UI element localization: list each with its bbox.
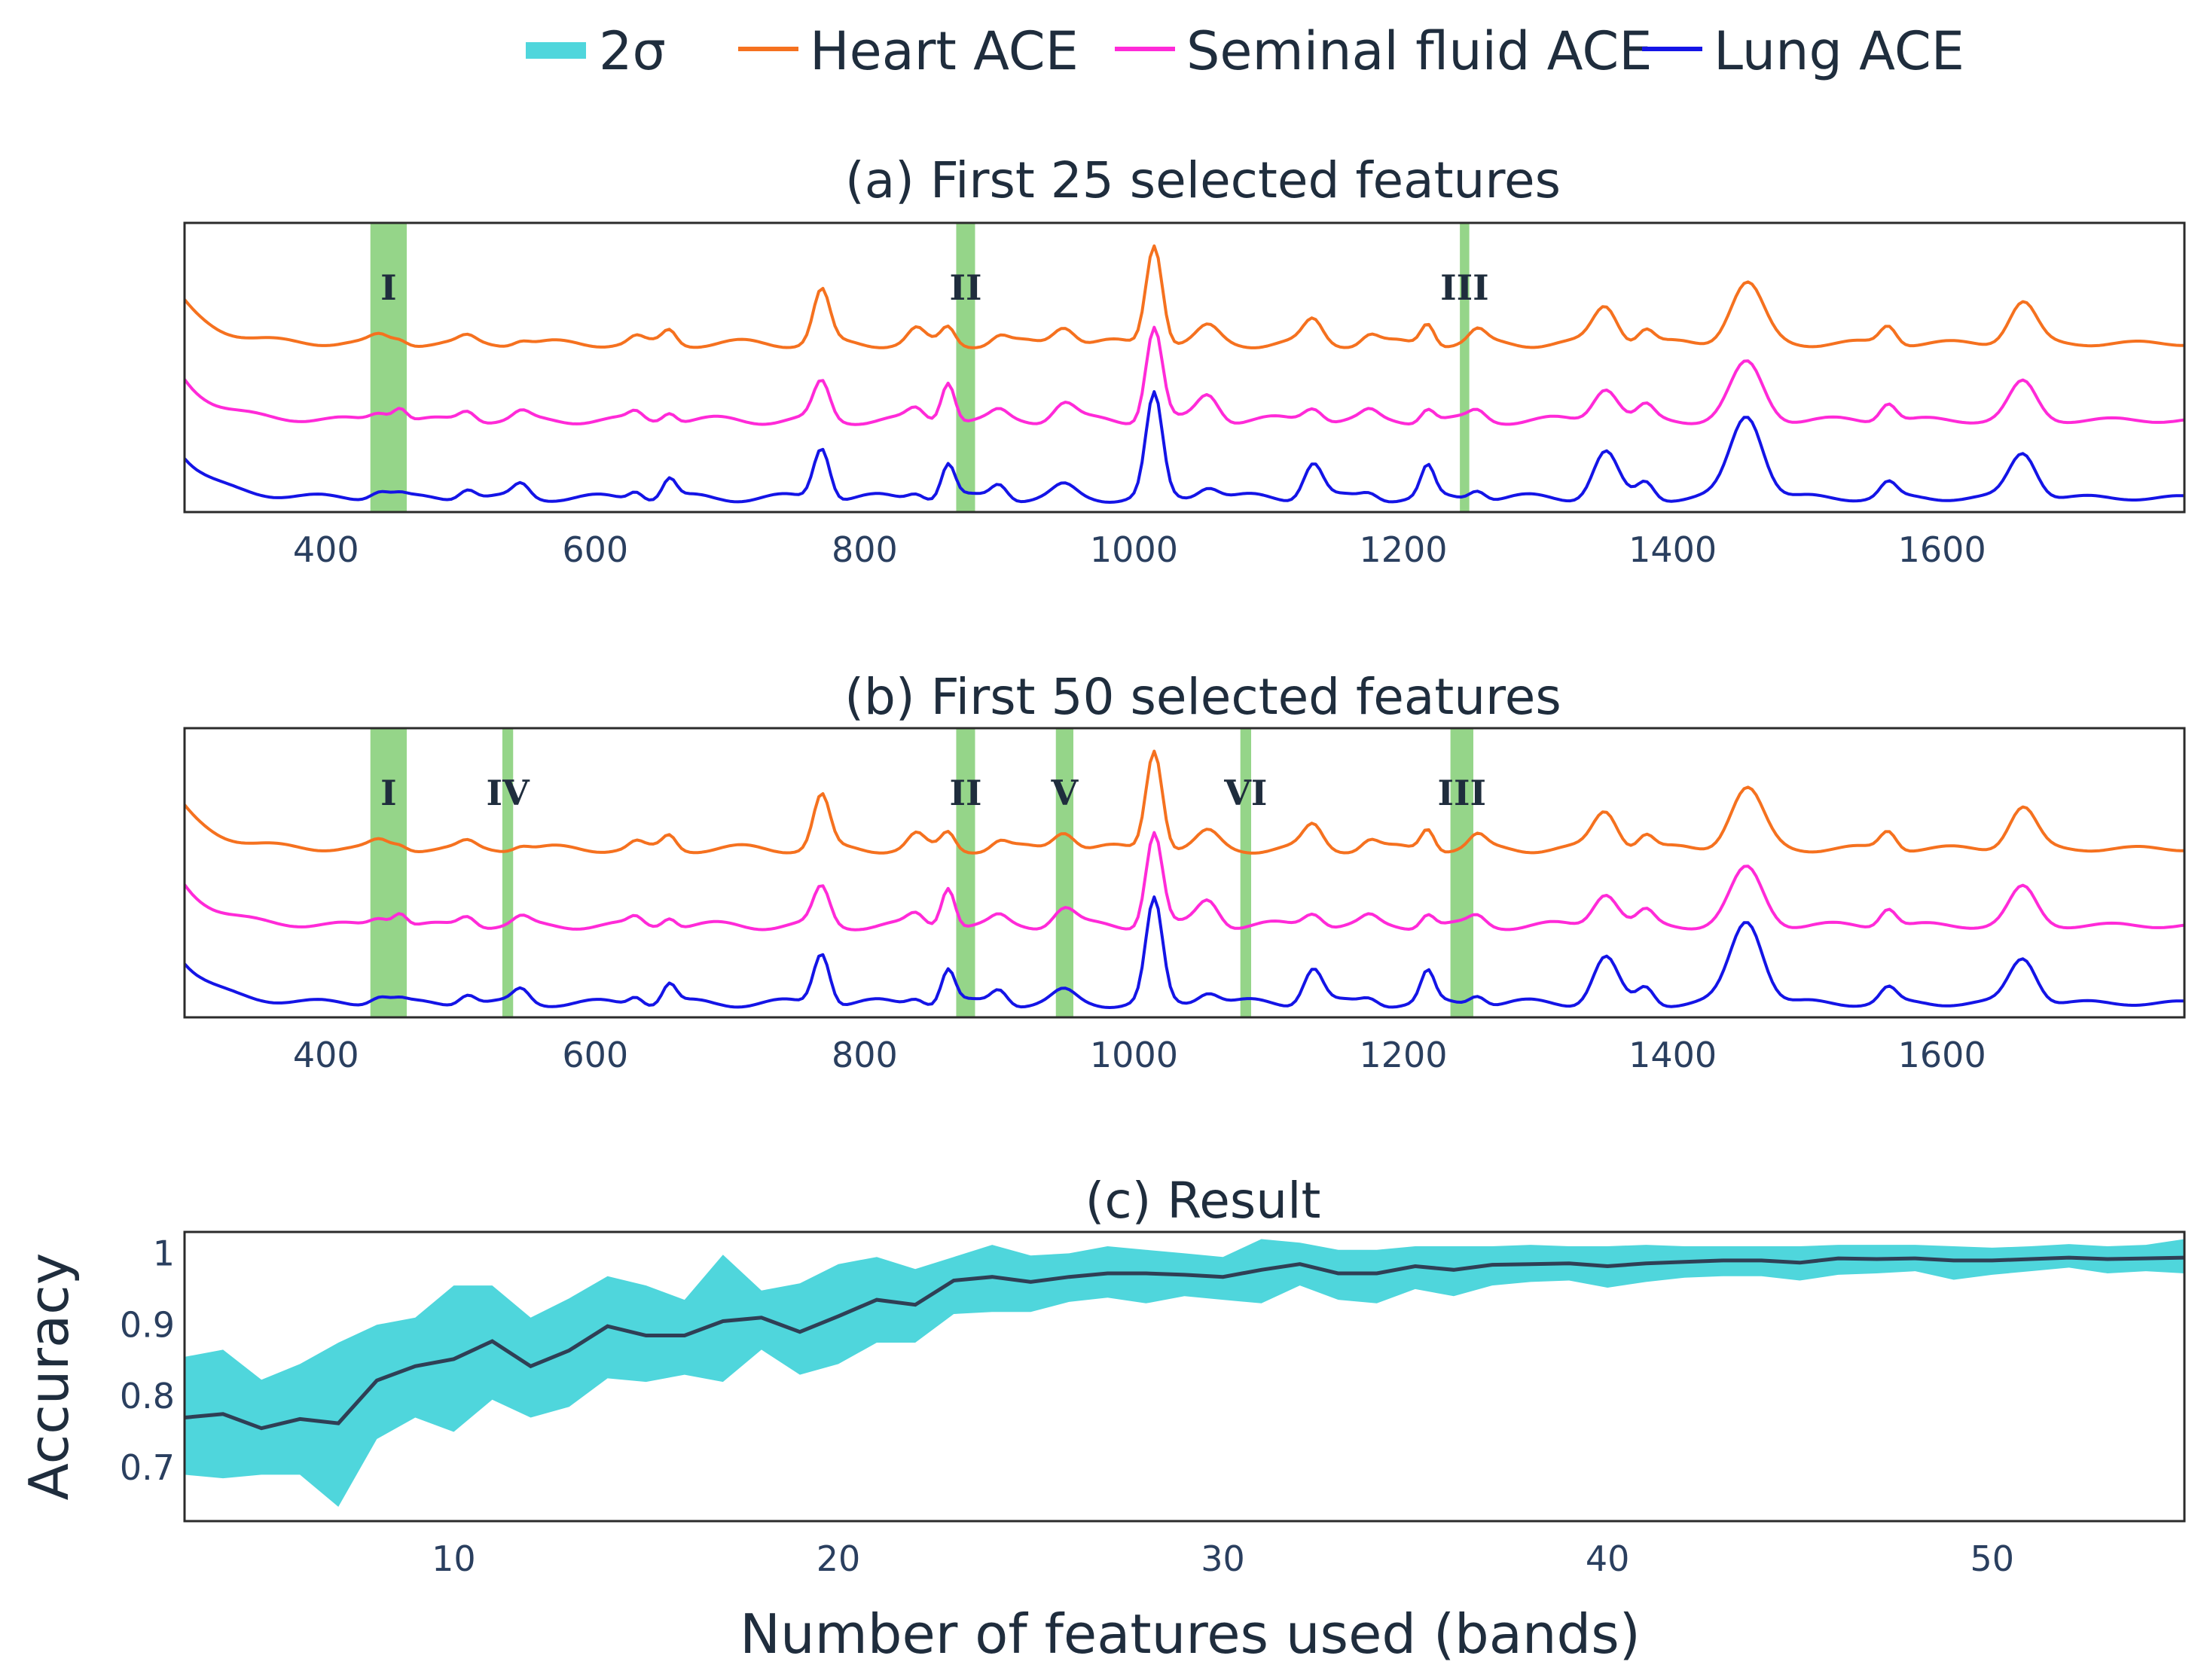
region-label-ii: II (949, 267, 981, 308)
x-tick-label: 20 (817, 1538, 861, 1579)
result-panel-c: (c) Result 10 20 30 40 50 0.7 0.8 0.9 1 Number … (17, 1172, 2186, 1666)
legend-swatch-2sigma (526, 42, 586, 59)
y-tick-label: 0.8 (120, 1376, 175, 1416)
accuracy-mean-line (184, 1255, 2185, 1431)
y-tick-label: 1 (153, 1233, 175, 1273)
panel-b-region-labels: I IV II V VI III (380, 773, 1486, 813)
y-tick-label: 0.9 (120, 1304, 175, 1345)
highlight-band-ii (956, 223, 975, 512)
accuracy-2sigma-band (185, 1239, 2184, 1507)
spectrum-panel-b: (b) First 50 selected features I IV II V VI I… (183, 668, 2186, 1075)
highlight-band-i (370, 728, 407, 1017)
legend-label-heart-ace: Heart ACE (810, 20, 1079, 82)
panel-b-highlight-bands (370, 728, 1473, 1017)
legend-item-heart-ace[interactable]: Heart ACE (738, 20, 1079, 82)
spectrum-line-lung-ace (183, 895, 2185, 1009)
panel-b-x-ticks: 400 600 800 1000 1200 1400 1600 (293, 1035, 1986, 1075)
region-label-i: I (380, 773, 397, 813)
panel-a-highlight-bands (370, 223, 1470, 512)
x-tick-label: 1600 (1898, 529, 1986, 570)
x-tick-label: 1200 (1359, 1035, 1447, 1075)
panel-a-title: (a) First 25 selected features (845, 151, 1561, 209)
x-tick-label: 600 (562, 529, 628, 570)
highlight-band-iii (1460, 223, 1470, 512)
highlight-band-i (370, 223, 407, 512)
region-label-vi: VI (1223, 773, 1267, 813)
highlight-band-ii (956, 728, 975, 1017)
panel-a-x-ticks: 400 600 800 1000 1200 1400 1600 (293, 529, 1986, 570)
spectrum-panel-a: (a) First 25 selected features I II III 40… (183, 151, 2186, 570)
highlight-band-v (1055, 728, 1073, 1017)
panel-c-title: (c) Result (1085, 1172, 1321, 1230)
highlight-band-vi (1240, 728, 1251, 1017)
spectrum-line-seminal-fluid-ace (183, 831, 2185, 931)
x-tick-label: 1600 (1898, 1035, 1986, 1075)
region-label-ii: II (949, 773, 981, 813)
x-axis-title: Number of features used (bands) (740, 1602, 1641, 1666)
spectrum-line-lung-ace (183, 390, 2185, 504)
region-label-i: I (380, 267, 397, 308)
x-tick-label: 400 (293, 1035, 359, 1075)
spectrum-line-heart-ace (183, 749, 2184, 855)
panel-b-title: (b) First 50 selected features (844, 668, 1561, 726)
panel-c-frame (183, 1230, 2186, 1523)
x-tick-label: 50 (1970, 1538, 2014, 1579)
legend-item-lung-ace[interactable]: Lung ACE (1642, 20, 1964, 82)
x-tick-label: 600 (562, 1035, 628, 1075)
x-tick-label: 1400 (1629, 1035, 1717, 1075)
x-tick-label: 1000 (1090, 1035, 1178, 1075)
x-tick-label: 1000 (1090, 529, 1178, 570)
y-axis-title: Accuracy (17, 1253, 81, 1501)
legend-label-2sigma: 2σ (599, 20, 666, 82)
region-label-iv: IV (486, 773, 530, 813)
legend-item-seminal-fluid-ace[interactable]: Seminal fluid ACE (1115, 20, 1652, 82)
legend-label-lung-ace: Lung ACE (1714, 20, 1964, 82)
highlight-band-iv (502, 728, 514, 1017)
x-tick-label: 800 (832, 1035, 898, 1075)
legend-label-seminal-fluid-ace: Seminal fluid ACE (1186, 20, 1652, 82)
highlight-band-iii (1450, 728, 1473, 1017)
spectrum-line-heart-ace (183, 244, 2184, 349)
panel-a-spectra (183, 244, 2185, 504)
panel-b-spectra (183, 749, 2185, 1009)
legend-item-2sigma[interactable]: 2σ (526, 20, 666, 82)
x-tick-label: 400 (293, 529, 359, 570)
region-label-iii: III (1440, 267, 1489, 308)
x-tick-label: 1400 (1629, 529, 1717, 570)
x-tick-label: 10 (432, 1538, 476, 1579)
x-tick-label: 30 (1201, 1538, 1245, 1579)
spectrum-line-seminal-fluid-ace (183, 325, 2185, 426)
x-tick-label: 800 (832, 529, 898, 570)
x-tick-label: 1200 (1359, 529, 1447, 570)
x-tick-label: 40 (1586, 1538, 1630, 1579)
panel-a-region-labels: I II III (380, 267, 1489, 308)
panel-c-y-ticks: 0.7 0.8 0.9 1 (120, 1233, 175, 1487)
region-label-iii: III (1438, 773, 1487, 813)
panel-b-frame (183, 727, 2186, 1019)
legend[interactable]: 2σ Heart ACE Seminal fluid ACE Lung ACE (526, 20, 1964, 82)
y-tick-label: 0.7 (120, 1447, 175, 1488)
panel-c-x-ticks: 10 20 30 40 50 (432, 1538, 2014, 1579)
region-label-v: V (1051, 773, 1079, 813)
panel-a-frame (183, 221, 2186, 514)
